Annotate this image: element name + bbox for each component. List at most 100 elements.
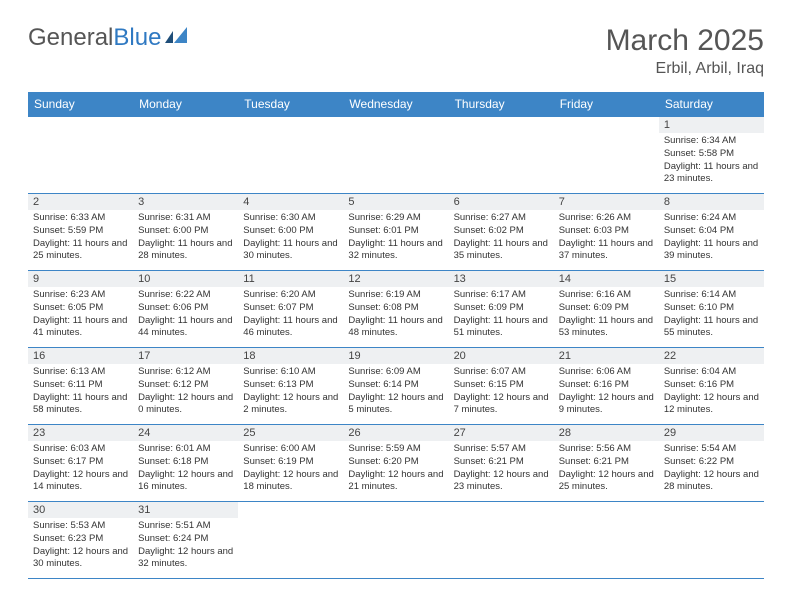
day-number: 28: [554, 425, 659, 441]
calendar-day: 2Sunrise: 6:33 AMSunset: 5:59 PMDaylight…: [28, 194, 133, 271]
daylight: Daylight: 12 hours and 32 minutes.: [138, 546, 233, 572]
day-content: Sunrise: 6:26 AMSunset: 6:03 PMDaylight:…: [554, 210, 659, 266]
daylight: Daylight: 11 hours and 35 minutes.: [454, 238, 549, 264]
day-number: 27: [449, 425, 554, 441]
sunrise: Sunrise: 6:14 AM: [664, 289, 759, 302]
calendar-day: 15Sunrise: 6:14 AMSunset: 6:10 PMDayligh…: [659, 271, 764, 348]
day-content: Sunrise: 6:31 AMSunset: 6:00 PMDaylight:…: [133, 210, 238, 266]
sunset: Sunset: 6:10 PM: [664, 302, 759, 315]
day-header: Tuesday: [238, 92, 343, 117]
sunrise: Sunrise: 6:09 AM: [348, 366, 443, 379]
day-content: Sunrise: 6:22 AMSunset: 6:06 PMDaylight:…: [133, 287, 238, 343]
day-number: 17: [133, 348, 238, 364]
day-content: Sunrise: 6:13 AMSunset: 6:11 PMDaylight:…: [28, 364, 133, 420]
calendar-week: 16Sunrise: 6:13 AMSunset: 6:11 PMDayligh…: [28, 348, 764, 425]
daylight: Daylight: 12 hours and 21 minutes.: [348, 469, 443, 495]
sunset: Sunset: 6:08 PM: [348, 302, 443, 315]
calendar-empty: [449, 117, 554, 194]
daylight: Daylight: 11 hours and 39 minutes.: [664, 238, 759, 264]
calendar-day: 13Sunrise: 6:17 AMSunset: 6:09 PMDayligh…: [449, 271, 554, 348]
day-content: Sunrise: 6:19 AMSunset: 6:08 PMDaylight:…: [343, 287, 448, 343]
day-content: Sunrise: 6:24 AMSunset: 6:04 PMDaylight:…: [659, 210, 764, 266]
calendar-day: 12Sunrise: 6:19 AMSunset: 6:08 PMDayligh…: [343, 271, 448, 348]
calendar-day: 5Sunrise: 6:29 AMSunset: 6:01 PMDaylight…: [343, 194, 448, 271]
month-title: March 2025: [606, 24, 764, 58]
sunset: Sunset: 6:00 PM: [243, 225, 338, 238]
sunrise: Sunrise: 6:26 AM: [559, 212, 654, 225]
calendar-day: 10Sunrise: 6:22 AMSunset: 6:06 PMDayligh…: [133, 271, 238, 348]
title-block: March 2025 Erbil, Arbil, Iraq: [606, 24, 764, 78]
calendar-day: 28Sunrise: 5:56 AMSunset: 6:21 PMDayligh…: [554, 425, 659, 502]
sunset: Sunset: 6:16 PM: [559, 379, 654, 392]
sunset: Sunset: 6:24 PM: [138, 533, 233, 546]
calendar-day: 20Sunrise: 6:07 AMSunset: 6:15 PMDayligh…: [449, 348, 554, 425]
calendar-empty: [238, 117, 343, 194]
calendar-empty: [238, 502, 343, 579]
day-number: 31: [133, 502, 238, 518]
sunrise: Sunrise: 6:19 AM: [348, 289, 443, 302]
sunset: Sunset: 5:58 PM: [664, 148, 759, 161]
day-header: Wednesday: [343, 92, 448, 117]
daylight: Daylight: 12 hours and 14 minutes.: [33, 469, 128, 495]
calendar-day: 11 Sunrise: 6:20 AMSunset: 6:07 PMDayligh…: [238, 271, 343, 348]
sunrise: Sunrise: 6:31 AM: [138, 212, 233, 225]
day-number: 15: [659, 271, 764, 287]
sunrise: Sunrise: 6:07 AM: [454, 366, 549, 379]
calendar-day: 8Sunrise: 6:24 AMSunset: 6:04 PMDaylight…: [659, 194, 764, 271]
sunset: Sunset: 6:23 PM: [33, 533, 128, 546]
logo: GeneralBlue: [28, 24, 191, 52]
sunset: Sunset: 6:14 PM: [348, 379, 443, 392]
sunset: Sunset: 6:21 PM: [454, 456, 549, 469]
calendar-day: 7Sunrise: 6:26 AMSunset: 6:03 PMDaylight…: [554, 194, 659, 271]
location: Erbil, Arbil, Iraq: [606, 60, 764, 78]
sunrise: Sunrise: 6:01 AM: [138, 443, 233, 456]
daylight: Daylight: 11 hours and 46 minutes.: [243, 315, 338, 341]
calendar-empty: [554, 502, 659, 579]
sunrise: Sunrise: 6:00 AM: [243, 443, 338, 456]
day-number: 11: [238, 271, 343, 287]
logo-text-1: General: [28, 24, 113, 52]
sunrise: Sunrise: 5:57 AM: [454, 443, 549, 456]
calendar-week: 9Sunrise: 6:23 AMSunset: 6:05 PMDaylight…: [28, 271, 764, 348]
day-number: 5: [343, 194, 448, 210]
day-content: Sunrise: 5:56 AMSunset: 6:21 PMDaylight:…: [554, 441, 659, 497]
day-number: 23: [28, 425, 133, 441]
daylight: Daylight: 11 hours and 58 minutes.: [33, 392, 128, 418]
day-header: Monday: [133, 92, 238, 117]
daylight: Daylight: 12 hours and 25 minutes.: [559, 469, 654, 495]
sunrise: Sunrise: 6:29 AM: [348, 212, 443, 225]
calendar-week: 1Sunrise: 6:34 AMSunset: 5:58 PMDaylight…: [28, 117, 764, 194]
sunrise: Sunrise: 6:03 AM: [33, 443, 128, 456]
sunset: Sunset: 6:20 PM: [348, 456, 443, 469]
day-number: 25: [238, 425, 343, 441]
sunrise: Sunrise: 5:59 AM: [348, 443, 443, 456]
day-content: Sunrise: 6:33 AMSunset: 5:59 PMDaylight:…: [28, 210, 133, 266]
sunset: Sunset: 6:16 PM: [664, 379, 759, 392]
day-number: 14: [554, 271, 659, 287]
sunset: Sunset: 6:07 PM: [243, 302, 338, 315]
calendar-day: 14Sunrise: 6:16 AMSunset: 6:09 PMDayligh…: [554, 271, 659, 348]
calendar-day: 24Sunrise: 6:01 AMSunset: 6:18 PMDayligh…: [133, 425, 238, 502]
sunset: Sunset: 6:21 PM: [559, 456, 654, 469]
daylight: Daylight: 11 hours and 53 minutes.: [559, 315, 654, 341]
calendar-table: SundayMondayTuesdayWednesdayThursdayFrid…: [28, 92, 764, 579]
daylight: Daylight: 12 hours and 16 minutes.: [138, 469, 233, 495]
day-content: Sunrise: 6:12 AMSunset: 6:12 PMDaylight:…: [133, 364, 238, 420]
sunrise: Sunrise: 6:17 AM: [454, 289, 549, 302]
day-content: Sunrise: 6:34 AMSunset: 5:58 PMDaylight:…: [659, 133, 764, 189]
sunrise: Sunrise: 6:20 AM: [243, 289, 338, 302]
day-number: 1: [659, 117, 764, 133]
day-number: 19: [343, 348, 448, 364]
sunrise: Sunrise: 5:54 AM: [664, 443, 759, 456]
calendar-empty: [449, 502, 554, 579]
day-header: Thursday: [449, 92, 554, 117]
calendar-empty: [343, 117, 448, 194]
calendar-day: 30Sunrise: 5:53 AMSunset: 6:23 PMDayligh…: [28, 502, 133, 579]
calendar-day: 29Sunrise: 5:54 AMSunset: 6:22 PMDayligh…: [659, 425, 764, 502]
day-header: Friday: [554, 92, 659, 117]
daylight: Daylight: 11 hours and 30 minutes.: [243, 238, 338, 264]
day-number: 26: [343, 425, 448, 441]
daylight: Daylight: 11 hours and 25 minutes.: [33, 238, 128, 264]
calendar-empty: [28, 117, 133, 194]
sunrise: Sunrise: 5:56 AM: [559, 443, 654, 456]
